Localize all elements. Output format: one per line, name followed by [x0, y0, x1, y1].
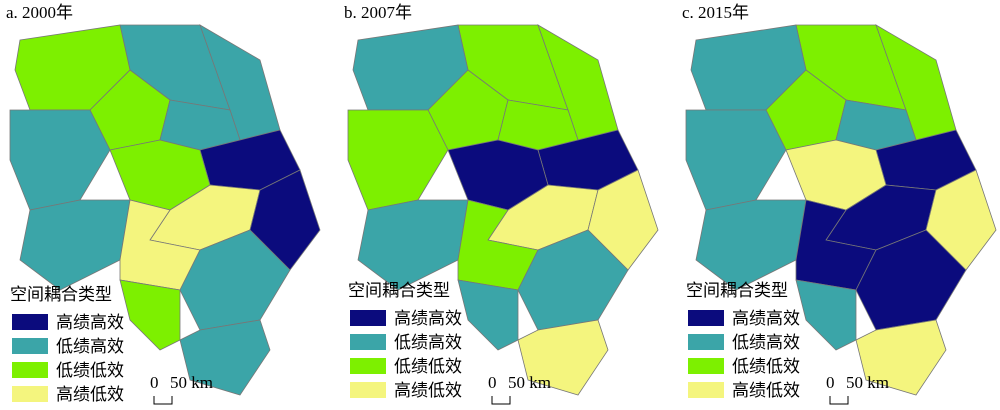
legend-swatch	[12, 338, 48, 354]
scale-zero: 0	[826, 373, 835, 392]
scale-distance: 50 km	[508, 373, 551, 392]
legend-swatch	[12, 362, 48, 378]
legend-label: 高绩高效	[732, 309, 800, 328]
legend-swatch	[688, 310, 724, 326]
scale-bar	[829, 396, 849, 405]
panel-title: a. 2000年	[6, 3, 73, 22]
region	[19, 199, 131, 291]
scale-distance: 50 km	[170, 373, 213, 392]
legend-swatch	[688, 334, 724, 350]
legend-title: 空间耦合类型	[686, 281, 788, 300]
region	[925, 169, 997, 271]
region	[249, 169, 321, 271]
scale-zero: 0	[150, 373, 159, 392]
region	[357, 199, 469, 291]
region	[695, 199, 807, 291]
legend-label: 高绩低效	[394, 381, 462, 400]
legend-label: 低绩高效	[732, 333, 800, 352]
legend-label: 高绩低效	[56, 385, 124, 404]
region	[457, 279, 519, 351]
legend-swatch	[350, 310, 386, 326]
scale-bar	[153, 396, 173, 405]
panel-title: b. 2007年	[344, 3, 412, 22]
region	[685, 109, 787, 211]
legend-swatch	[12, 314, 48, 330]
legend-swatch	[350, 358, 386, 374]
legend-swatch	[688, 382, 724, 398]
region	[9, 109, 111, 211]
legend-label: 高绩高效	[56, 313, 124, 332]
legend-label: 低绩低效	[394, 357, 462, 376]
scale-distance: 50 km	[846, 373, 889, 392]
legend-label: 高绩高效	[394, 309, 462, 328]
legend-swatch	[350, 382, 386, 398]
region	[587, 169, 659, 271]
region	[795, 279, 857, 351]
scale-zero: 0	[488, 373, 497, 392]
scale-bar	[491, 396, 511, 405]
legend-label: 低绩高效	[56, 337, 124, 356]
legend-title: 空间耦合类型	[348, 281, 450, 300]
region	[119, 279, 181, 351]
legend-swatch	[350, 334, 386, 350]
legend-label: 高绩低效	[732, 381, 800, 400]
legend-label: 低绩低效	[732, 357, 800, 376]
legend-label: 低绩高效	[394, 333, 462, 352]
legend-title: 空间耦合类型	[10, 285, 112, 304]
legend-swatch	[688, 358, 724, 374]
panel-title: c. 2015年	[682, 3, 749, 22]
legend-swatch	[12, 386, 48, 402]
region	[347, 109, 449, 211]
legend-label: 低绩低效	[56, 361, 124, 380]
